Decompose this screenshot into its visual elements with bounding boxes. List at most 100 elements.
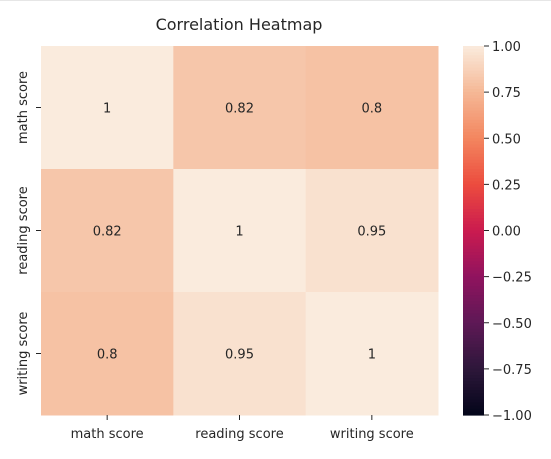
colorbar-segment [463, 221, 484, 225]
colorbar-segment [463, 378, 484, 382]
cell-value-label: 0.95 [225, 348, 254, 363]
x-tick-label: reading score [195, 427, 283, 442]
colorbar-segment [463, 129, 484, 133]
colorbar-segment [463, 276, 484, 281]
colorbar-segment [463, 316, 484, 321]
colorbar-segment [463, 76, 484, 81]
colorbar-segment [463, 411, 484, 416]
colorbar-segment [463, 344, 484, 348]
colorbar-segment [463, 230, 484, 235]
y-tick-label: reading score [16, 186, 31, 274]
colorbar-segment [463, 150, 484, 155]
colorbar-segment [463, 101, 484, 106]
colorbar-segment [463, 187, 484, 192]
colorbar-segment [463, 255, 484, 259]
colorbar-segment [463, 135, 484, 139]
colorbar-segment [463, 95, 484, 99]
colorbar-segment [463, 190, 484, 195]
colorbar-segment [463, 338, 484, 342]
colorbar-segment [463, 61, 484, 66]
colorbar-segment [463, 328, 484, 333]
cell-value-label: 0.8 [97, 348, 118, 363]
colorbar-segment [463, 239, 484, 244]
colorbar-segment [463, 393, 484, 398]
colorbar-segment [463, 52, 484, 56]
colorbar-segment [463, 116, 484, 121]
colorbar-segment [463, 258, 484, 262]
heatmap-cell [305, 46, 439, 170]
colorbar-segment [463, 335, 484, 339]
colorbar-tick-label: 1.00 [492, 40, 521, 55]
colorbar-segment [463, 122, 484, 127]
colorbar-segment [463, 384, 484, 388]
colorbar-segment [463, 236, 484, 241]
colorbar-segment [463, 67, 484, 72]
colorbar-segment [463, 310, 484, 315]
cell-value-label: 0.95 [357, 225, 386, 240]
colorbar-segment [463, 89, 484, 93]
colorbar-segment [463, 125, 484, 130]
colorbar-segment [463, 193, 484, 198]
colorbar-segment [463, 82, 484, 87]
colorbar-segment [463, 288, 484, 293]
colorbar-segment [463, 368, 484, 373]
colorbar-segment [463, 359, 484, 364]
colorbar-segment [463, 224, 484, 229]
colorbar-segment [463, 350, 484, 355]
y-tick-label: writing score [16, 312, 31, 396]
colorbar-segment [463, 110, 484, 115]
y-tick-label: math score [16, 71, 31, 144]
colorbar-segment [463, 55, 484, 59]
colorbar-segment [463, 307, 484, 312]
colorbar-segment [463, 113, 484, 118]
cell-value-label: 0.82 [93, 225, 122, 240]
colorbar-segment [463, 387, 484, 391]
heatmap-cell [305, 169, 439, 293]
colorbar-segment [463, 165, 484, 170]
colorbar-tick-label: 0.00 [492, 225, 521, 240]
cell-value-label: 0.8 [361, 102, 382, 117]
colorbar-segment [463, 153, 484, 158]
chart-title: Correlation Heatmap [156, 15, 323, 34]
x-axis: math score reading score writing score [71, 415, 414, 442]
colorbar-segment [463, 218, 484, 222]
colorbar-segment [463, 132, 484, 136]
colorbar-segment [463, 331, 484, 336]
colorbar-segment [463, 147, 484, 152]
colorbar-segment [463, 85, 484, 90]
cell-value-label: 1 [103, 102, 111, 117]
colorbar-segment [463, 205, 484, 210]
heatmap-cell [173, 46, 307, 170]
colorbar-segment [463, 365, 484, 370]
heatmap-cell-labels: 1 0.82 0.8 0.82 1 0.95 0.8 0.95 1 [93, 102, 387, 363]
colorbar-segment [463, 208, 484, 213]
colorbar-segment [463, 402, 484, 407]
colorbar-segment [463, 64, 484, 69]
colorbar-segment [463, 282, 484, 287]
colorbar-segment [463, 119, 484, 124]
colorbar-segment [463, 285, 484, 290]
colorbar-segment [463, 175, 484, 179]
colorbar-segment [463, 405, 484, 410]
colorbar-segment [463, 347, 484, 352]
cell-value-label: 0.82 [225, 102, 254, 117]
colorbar-segment [463, 98, 484, 102]
colorbar-segment [463, 399, 484, 404]
colorbar-segment [463, 245, 484, 250]
colorbar-segment [463, 141, 484, 145]
heatmap-cell [41, 169, 174, 293]
cell-value-label: 1 [235, 225, 243, 240]
colorbar-segment [463, 292, 484, 296]
colorbar-segment [463, 325, 484, 330]
colorbar: 1.00 0.75 0.50 0.25 0.00 −0.25 −0.50 −0.75 −1.00 [463, 40, 532, 424]
colorbar-segment [463, 319, 484, 324]
colorbar-segment [463, 295, 484, 299]
colorbar-segment [463, 212, 484, 216]
x-tick-label: math score [71, 427, 144, 442]
colorbar-segment [463, 298, 484, 302]
colorbar-segment [463, 178, 484, 182]
heatmap-cell [41, 46, 174, 170]
heatmap-cell [305, 292, 439, 416]
